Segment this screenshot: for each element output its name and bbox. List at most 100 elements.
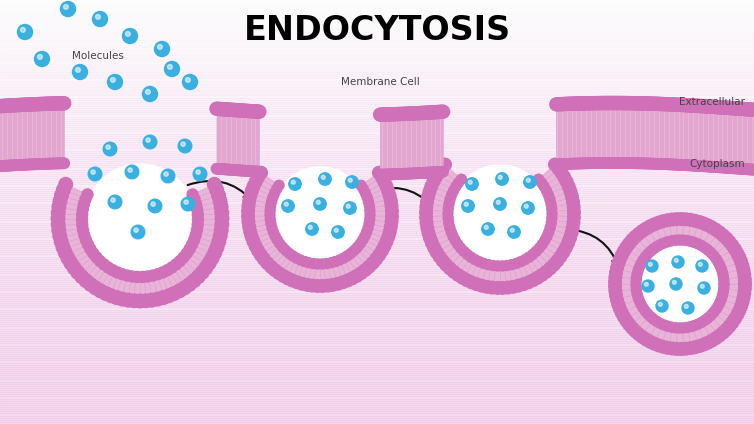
Bar: [0, 231, 754, 233]
Circle shape: [41, 97, 54, 110]
Circle shape: [242, 215, 255, 228]
Bar: [0, 346, 754, 348]
Circle shape: [651, 98, 664, 110]
Circle shape: [641, 158, 651, 169]
Circle shape: [225, 165, 235, 175]
Polygon shape: [426, 165, 574, 288]
Circle shape: [431, 106, 445, 119]
Circle shape: [645, 159, 654, 169]
Circle shape: [556, 159, 566, 169]
Bar: [0, 225, 754, 227]
Circle shape: [157, 267, 168, 278]
Bar: [0, 314, 754, 316]
Circle shape: [567, 201, 580, 213]
Bar: [0, 165, 754, 167]
Circle shape: [584, 97, 597, 110]
Circle shape: [286, 274, 299, 287]
Circle shape: [10, 99, 23, 112]
Circle shape: [561, 159, 572, 169]
Circle shape: [390, 169, 400, 179]
Circle shape: [709, 162, 719, 172]
Circle shape: [211, 164, 222, 174]
Circle shape: [675, 213, 688, 225]
Circle shape: [560, 159, 570, 169]
Circle shape: [697, 100, 710, 113]
Circle shape: [143, 135, 157, 149]
Circle shape: [698, 282, 710, 294]
Circle shape: [674, 235, 684, 245]
Bar: [0, 278, 754, 280]
Bar: [0, 310, 754, 312]
Circle shape: [507, 259, 516, 270]
Circle shape: [580, 97, 593, 110]
Bar: [0, 100, 754, 102]
Circle shape: [164, 172, 168, 176]
Circle shape: [182, 75, 198, 89]
Circle shape: [562, 237, 575, 249]
Circle shape: [670, 343, 683, 355]
Circle shape: [740, 164, 750, 174]
Circle shape: [365, 205, 375, 215]
Circle shape: [406, 107, 419, 120]
Polygon shape: [58, 184, 222, 301]
Circle shape: [626, 234, 639, 246]
Bar: [0, 93, 754, 95]
Circle shape: [412, 107, 425, 120]
Circle shape: [319, 173, 331, 185]
Circle shape: [739, 103, 752, 116]
Circle shape: [733, 304, 746, 317]
Circle shape: [661, 98, 673, 111]
Circle shape: [672, 256, 684, 268]
Bar: [0, 117, 754, 119]
Circle shape: [615, 249, 628, 262]
Circle shape: [26, 159, 37, 170]
Bar: [0, 293, 754, 295]
Circle shape: [215, 218, 228, 231]
Circle shape: [559, 241, 572, 254]
Circle shape: [491, 282, 504, 294]
Circle shape: [661, 341, 674, 354]
Circle shape: [549, 158, 561, 171]
Circle shape: [250, 166, 261, 177]
Circle shape: [634, 296, 645, 306]
Circle shape: [701, 337, 714, 349]
Circle shape: [614, 158, 624, 168]
Bar: [0, 195, 754, 197]
Circle shape: [239, 165, 250, 176]
Circle shape: [385, 169, 395, 179]
Bar: [0, 246, 754, 248]
Circle shape: [71, 266, 84, 279]
Circle shape: [719, 162, 729, 173]
Bar: [0, 360, 754, 363]
Circle shape: [58, 97, 71, 110]
Circle shape: [551, 254, 564, 267]
Circle shape: [415, 168, 425, 178]
Circle shape: [369, 253, 382, 265]
Circle shape: [720, 232, 733, 245]
Circle shape: [30, 98, 43, 111]
Circle shape: [710, 100, 723, 114]
Circle shape: [675, 98, 688, 112]
Circle shape: [224, 103, 237, 116]
Circle shape: [416, 168, 427, 178]
Circle shape: [743, 164, 754, 175]
Circle shape: [696, 161, 706, 171]
Bar: [0, 373, 754, 375]
Bar: [0, 375, 754, 377]
Circle shape: [726, 316, 739, 329]
Circle shape: [662, 98, 675, 111]
Circle shape: [266, 218, 276, 229]
Circle shape: [55, 97, 68, 110]
Circle shape: [630, 158, 639, 168]
Circle shape: [51, 218, 65, 231]
Circle shape: [59, 158, 69, 168]
Circle shape: [647, 97, 660, 110]
Bar: [0, 390, 754, 392]
Circle shape: [644, 335, 657, 348]
Bar: [0, 235, 754, 237]
Circle shape: [660, 98, 673, 111]
Bar: [0, 76, 754, 78]
Circle shape: [61, 251, 75, 265]
Circle shape: [244, 225, 256, 238]
Circle shape: [623, 318, 636, 331]
